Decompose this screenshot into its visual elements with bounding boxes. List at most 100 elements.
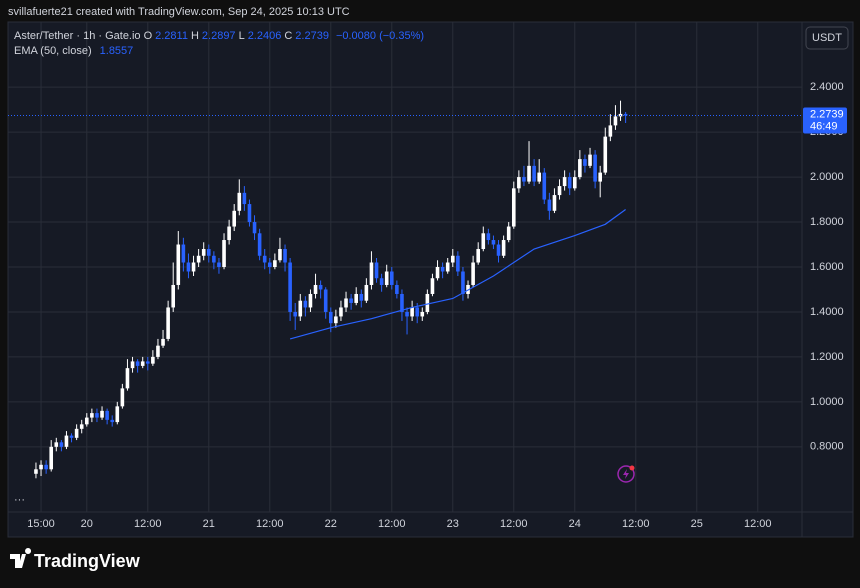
candle-body <box>39 464 43 470</box>
ohlc-label: C <box>284 30 293 42</box>
currency-button[interactable] <box>805 26 849 50</box>
x-tick-label: 12:00 <box>744 518 772 530</box>
candle-body <box>562 177 567 187</box>
candle-body <box>278 249 282 261</box>
legend-ema: EMA (50, close) 1.8557 <box>14 45 133 57</box>
candle-body <box>84 417 89 425</box>
candle-body <box>608 125 613 137</box>
candle-body <box>232 210 237 227</box>
currency-label[interactable]: USDT <box>812 32 842 44</box>
candle-body <box>461 271 465 294</box>
candle-body <box>54 442 59 447</box>
candle-body <box>456 255 460 272</box>
candle-body <box>283 249 287 263</box>
candle-body <box>578 159 582 178</box>
x-tick-label: 15:00 <box>27 518 55 530</box>
y-tick-label: 1.8000 <box>810 216 844 228</box>
candle-body <box>334 316 338 324</box>
candle-body <box>247 204 252 223</box>
candle-body <box>603 136 608 173</box>
candle-body <box>242 192 247 205</box>
candle-body <box>496 244 501 256</box>
candle-body <box>156 345 160 357</box>
more-dots[interactable]: ··· <box>14 494 25 506</box>
candle-body <box>110 419 115 423</box>
candle-body <box>425 293 430 312</box>
y-tick-label: 1.6000 <box>810 261 844 273</box>
candle-body <box>191 262 196 272</box>
y-tick-label: 1.4000 <box>810 306 844 318</box>
ohlc-label: H <box>190 30 199 42</box>
candle-body <box>623 113 628 116</box>
candle-body <box>435 267 440 279</box>
candle-body <box>212 255 216 263</box>
candle-body <box>222 240 226 267</box>
ema-name: EMA (50, close) <box>14 45 92 57</box>
candle-body <box>176 244 181 285</box>
candle-body <box>100 410 104 418</box>
flash-icon[interactable] <box>617 465 635 483</box>
flash-icon-bolt <box>623 469 629 479</box>
y-tick-label: 0.8000 <box>810 441 844 453</box>
candle-body <box>69 435 74 438</box>
countdown: 46:49 <box>810 120 838 132</box>
candle-body <box>339 307 343 317</box>
ohlc-value: 2.2406 <box>247 30 282 42</box>
candle-body <box>298 300 303 317</box>
candle-body <box>486 233 491 241</box>
candle-body <box>379 278 384 285</box>
candle-body <box>105 410 109 420</box>
candle-body <box>303 300 308 308</box>
candle-body <box>517 177 521 189</box>
candle-body <box>445 262 450 272</box>
candle-body <box>217 262 221 267</box>
candle-body <box>400 293 404 312</box>
ohlc-value: 2.2811 <box>155 30 188 42</box>
y-tick-label: 2.0000 <box>810 171 844 183</box>
candle-body <box>532 165 536 182</box>
candle-body <box>613 116 618 126</box>
candle-body <box>115 406 120 423</box>
candle-body <box>273 260 277 267</box>
candle-body <box>389 271 394 285</box>
candle-body <box>527 165 531 182</box>
x-tick-label: 23 <box>447 518 459 530</box>
candle-body <box>369 262 374 285</box>
x-tick-label: 25 <box>691 518 703 530</box>
y-tick-label: 1.0000 <box>810 396 844 408</box>
ohlc-value: 2.2739 <box>295 30 329 42</box>
x-tick-label: 21 <box>203 518 215 530</box>
symbol-title: Aster/Tether · 1h · Gate.io <box>14 30 141 42</box>
ohlc-value: 2.2897 <box>201 30 236 42</box>
candle-body <box>542 172 547 200</box>
candle-body <box>267 262 272 267</box>
candle-body <box>34 469 38 474</box>
author-line: svillafuerte21 created with TradingView.… <box>8 6 350 18</box>
ohlc-label: L <box>238 30 245 42</box>
candle-body <box>501 240 506 256</box>
ema-value: 1.8557 <box>99 45 134 57</box>
candle-body <box>552 195 557 211</box>
candle-body <box>547 199 552 211</box>
candle-body <box>511 188 516 227</box>
candle-body <box>79 424 84 429</box>
x-tick-label: 12:00 <box>378 518 406 530</box>
x-tick-label: 12:00 <box>134 518 162 530</box>
candle-body <box>95 413 99 418</box>
x-tick-label: 22 <box>325 518 337 530</box>
candle-body <box>476 249 480 263</box>
candle-body <box>130 361 135 369</box>
candle-body <box>181 244 186 263</box>
candle-body <box>313 284 318 294</box>
candle-body <box>125 368 130 389</box>
candle-body <box>227 226 231 241</box>
candle-body <box>344 298 348 308</box>
candle-body <box>572 177 577 189</box>
candle-body <box>44 464 48 470</box>
logo: TradingView <box>10 548 141 571</box>
candle-body <box>522 177 526 182</box>
candle-body <box>359 293 364 301</box>
ema-line <box>289 209 626 340</box>
